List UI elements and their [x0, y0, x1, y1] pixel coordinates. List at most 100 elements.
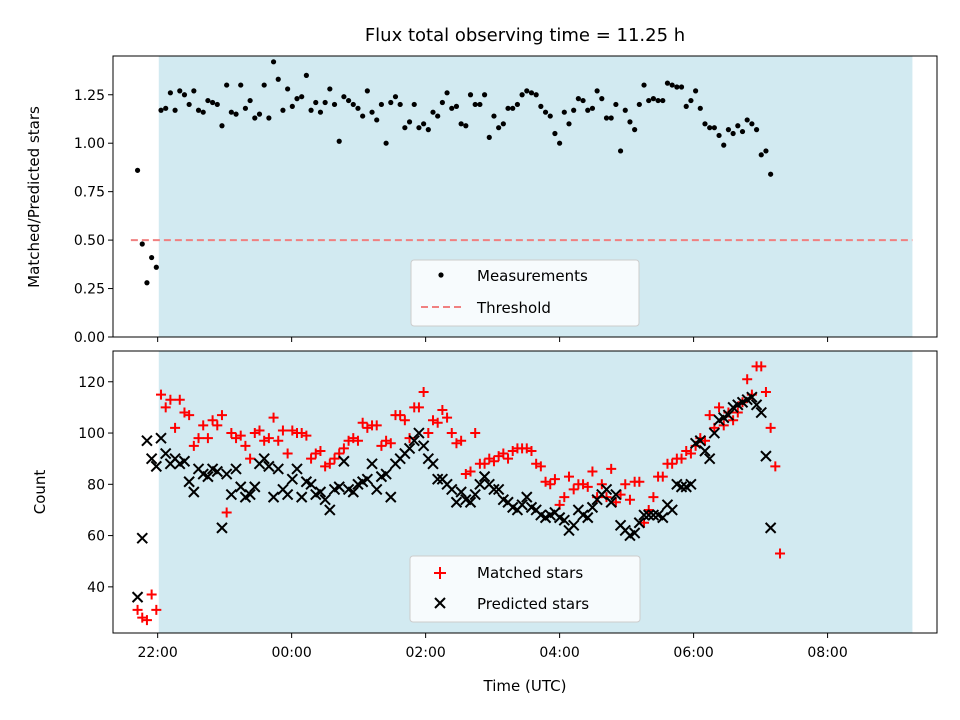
top-ytick-label: 0.75	[74, 185, 105, 201]
measurement-point	[622, 107, 628, 113]
measurement-point	[744, 117, 750, 123]
matched-star-point	[479, 458, 490, 469]
measurement-point	[219, 123, 225, 129]
measurement-point	[589, 105, 596, 111]
matched-star-point	[357, 417, 368, 428]
matched-star-point	[282, 448, 293, 459]
matched-star-point	[235, 430, 246, 441]
matched-star-point	[535, 461, 546, 472]
bot-xtick-label: 08:00	[807, 645, 847, 661]
predicted-star-point	[694, 435, 707, 447]
predicted-star-point	[324, 504, 336, 516]
bot-xtick-label: 06:00	[673, 645, 713, 661]
bottom-y-axis-label: Count	[31, 470, 49, 515]
matched-star-point	[498, 448, 509, 459]
matched-star-point	[141, 615, 152, 626]
measurement-point	[646, 97, 652, 104]
bot-ytick-label: 60	[87, 529, 105, 545]
matched-star-point	[559, 492, 570, 503]
measurement-point	[191, 88, 197, 94]
measurement-point	[369, 109, 375, 115]
measurement-point	[711, 125, 717, 131]
measurement-point	[322, 99, 328, 106]
predicted-star-point	[600, 483, 613, 496]
measurement-point	[580, 97, 586, 104]
matched-star-point	[226, 428, 237, 439]
predicted-star-point	[647, 509, 660, 521]
matched-star-point	[221, 507, 232, 518]
predicted-star-point	[178, 455, 191, 467]
predicted-star-point	[366, 458, 378, 470]
measurement-point	[505, 105, 511, 111]
measurement-point	[514, 101, 521, 108]
measurement-point	[557, 140, 563, 146]
matched-star-point	[765, 422, 776, 433]
measurement-point	[702, 121, 708, 127]
legend-marker-measurements	[438, 272, 444, 278]
measurement-point	[561, 109, 567, 115]
matched-star-point	[188, 440, 199, 451]
measurement-point	[707, 125, 713, 131]
matched-star-point	[563, 471, 574, 482]
measurement-point	[608, 115, 614, 121]
top-ytick-label: 0.00	[74, 330, 105, 346]
matched-star-point	[470, 428, 481, 439]
measurement-point	[542, 109, 549, 115]
predicted-star-point	[474, 478, 486, 491]
predicted-star-point	[478, 470, 491, 483]
measurement-point	[294, 96, 300, 102]
matched-star-point	[306, 453, 317, 464]
matched-star-point	[132, 604, 143, 615]
matched-star-point	[301, 430, 312, 441]
matched-star-point	[315, 445, 326, 456]
top-legend: Measurements Threshold	[410, 259, 640, 327]
bot-ytick-label: 80	[87, 477, 105, 493]
predicted-star-point	[666, 504, 678, 516]
measurement-point	[177, 88, 183, 94]
matched-star-point	[770, 461, 781, 472]
matched-star-point	[545, 479, 556, 490]
bot-ytick-label: 40	[87, 580, 105, 596]
measurement-point	[261, 82, 267, 88]
bot-ytick-label: 100	[78, 426, 105, 442]
predicted-star-point	[183, 476, 195, 488]
matched-star-point	[442, 412, 453, 423]
matched-star-point	[212, 420, 223, 431]
measurement-point	[172, 107, 178, 113]
measurement-point	[688, 97, 694, 104]
matched-star-point	[395, 410, 406, 421]
matched-star-point	[775, 548, 786, 559]
measurement-point	[716, 132, 722, 139]
measurement-point	[167, 90, 173, 96]
predicted-star-point	[760, 450, 772, 462]
measurement-point	[313, 99, 319, 106]
predicted-star-point	[380, 468, 392, 480]
predicted-star-point	[455, 486, 467, 498]
predicted-star-point	[338, 455, 350, 467]
matched-star-point	[385, 438, 396, 449]
measurement-point	[439, 99, 445, 106]
matched-star-point	[620, 479, 631, 490]
matched-star-point	[324, 458, 335, 469]
predicted-star-point	[141, 435, 153, 447]
measurement-point	[617, 148, 624, 154]
bottom-x-ticks: 22:00 00:00 02:00 04:00 06:00 08:00	[137, 633, 848, 661]
measurement-point	[613, 101, 619, 108]
measurement-point	[327, 86, 333, 92]
measurement-point	[397, 101, 403, 108]
predicted-star-point	[413, 427, 425, 439]
predicted-star-point	[371, 483, 383, 496]
matched-star-point	[263, 433, 274, 444]
measurement-point	[655, 97, 661, 104]
predicted-star-point	[558, 514, 571, 526]
predicted-star-point	[746, 391, 758, 403]
measurement-point	[242, 105, 249, 111]
measurement-point	[275, 76, 281, 82]
measurement-point	[331, 101, 338, 108]
measurement-point	[627, 119, 633, 125]
matched-star-point	[371, 420, 382, 431]
measurement-point	[224, 82, 230, 88]
measurement-point	[660, 97, 666, 104]
predicted-star-point	[408, 435, 420, 447]
